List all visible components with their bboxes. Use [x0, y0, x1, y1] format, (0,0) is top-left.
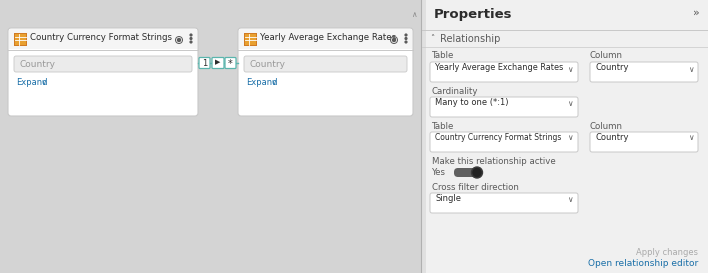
- Bar: [422, 0, 426, 273]
- Text: Properties: Properties: [434, 8, 513, 21]
- Text: Cross filter direction: Cross filter direction: [432, 183, 519, 192]
- Text: Open relationship editor: Open relationship editor: [588, 259, 698, 268]
- Circle shape: [178, 38, 181, 41]
- FancyBboxPatch shape: [225, 58, 236, 69]
- FancyBboxPatch shape: [430, 132, 578, 152]
- FancyBboxPatch shape: [244, 56, 407, 72]
- Circle shape: [190, 38, 192, 39]
- Text: Make this relationship active: Make this relationship active: [432, 157, 556, 166]
- Circle shape: [405, 41, 407, 43]
- FancyBboxPatch shape: [430, 193, 578, 213]
- Text: Table: Table: [432, 51, 455, 60]
- FancyBboxPatch shape: [199, 58, 210, 69]
- FancyBboxPatch shape: [590, 132, 698, 152]
- Text: *: *: [228, 58, 233, 69]
- FancyBboxPatch shape: [590, 62, 698, 82]
- Bar: [0, 0, 421, 273]
- FancyBboxPatch shape: [238, 28, 413, 116]
- Text: »: »: [693, 8, 700, 18]
- Circle shape: [405, 34, 407, 36]
- Text: Apply changes: Apply changes: [636, 248, 698, 257]
- Text: ˄: ˄: [430, 34, 434, 43]
- Text: ∨: ∨: [567, 99, 573, 108]
- Text: Country: Country: [19, 60, 55, 69]
- Text: ∨: ∨: [567, 64, 573, 73]
- Circle shape: [472, 167, 482, 178]
- Text: Country: Country: [249, 60, 285, 69]
- Circle shape: [405, 38, 407, 39]
- Text: Column: Column: [590, 122, 623, 131]
- Text: ∧: ∧: [411, 10, 417, 19]
- Text: Yes: Yes: [432, 168, 446, 177]
- Text: ∨: ∨: [567, 194, 573, 203]
- Text: Many to one (*:1): Many to one (*:1): [435, 98, 508, 107]
- Text: Country Currency Format Strings: Country Currency Format Strings: [30, 33, 172, 42]
- Bar: [239, 29, 412, 49]
- Circle shape: [190, 34, 192, 36]
- Text: Table: Table: [432, 122, 455, 131]
- Text: Expand: Expand: [16, 78, 47, 87]
- Circle shape: [190, 41, 192, 43]
- Text: Relationship: Relationship: [440, 34, 501, 44]
- Text: 1: 1: [202, 59, 207, 68]
- FancyBboxPatch shape: [8, 28, 198, 116]
- FancyBboxPatch shape: [14, 56, 192, 72]
- Text: Cardinality: Cardinality: [432, 87, 479, 96]
- FancyBboxPatch shape: [454, 168, 482, 177]
- Bar: [9, 29, 197, 49]
- FancyBboxPatch shape: [430, 62, 578, 82]
- Circle shape: [392, 38, 396, 41]
- Text: Yearly Average Exchange Rates: Yearly Average Exchange Rates: [260, 33, 396, 42]
- Bar: [245, 34, 256, 45]
- Bar: [14, 33, 27, 46]
- Text: Single: Single: [435, 194, 461, 203]
- Bar: [422, 0, 708, 273]
- Text: ∨: ∨: [39, 78, 47, 87]
- Text: Country: Country: [595, 133, 629, 142]
- FancyBboxPatch shape: [430, 97, 578, 117]
- Text: ∨: ∨: [688, 64, 694, 73]
- Circle shape: [473, 168, 481, 177]
- Bar: [244, 33, 257, 46]
- Text: Yearly Average Exchange Rates: Yearly Average Exchange Rates: [435, 63, 564, 72]
- Text: ▶: ▶: [215, 60, 221, 66]
- Text: ∨: ∨: [567, 133, 573, 143]
- Bar: [15, 34, 26, 45]
- FancyBboxPatch shape: [212, 58, 224, 69]
- Text: Country: Country: [595, 63, 629, 72]
- Text: Expand: Expand: [246, 78, 278, 87]
- Text: ∨: ∨: [688, 133, 694, 143]
- Text: Column: Column: [590, 51, 623, 60]
- Text: Country Currency Format Strings: Country Currency Format Strings: [435, 133, 561, 142]
- Text: ∨: ∨: [269, 78, 277, 87]
